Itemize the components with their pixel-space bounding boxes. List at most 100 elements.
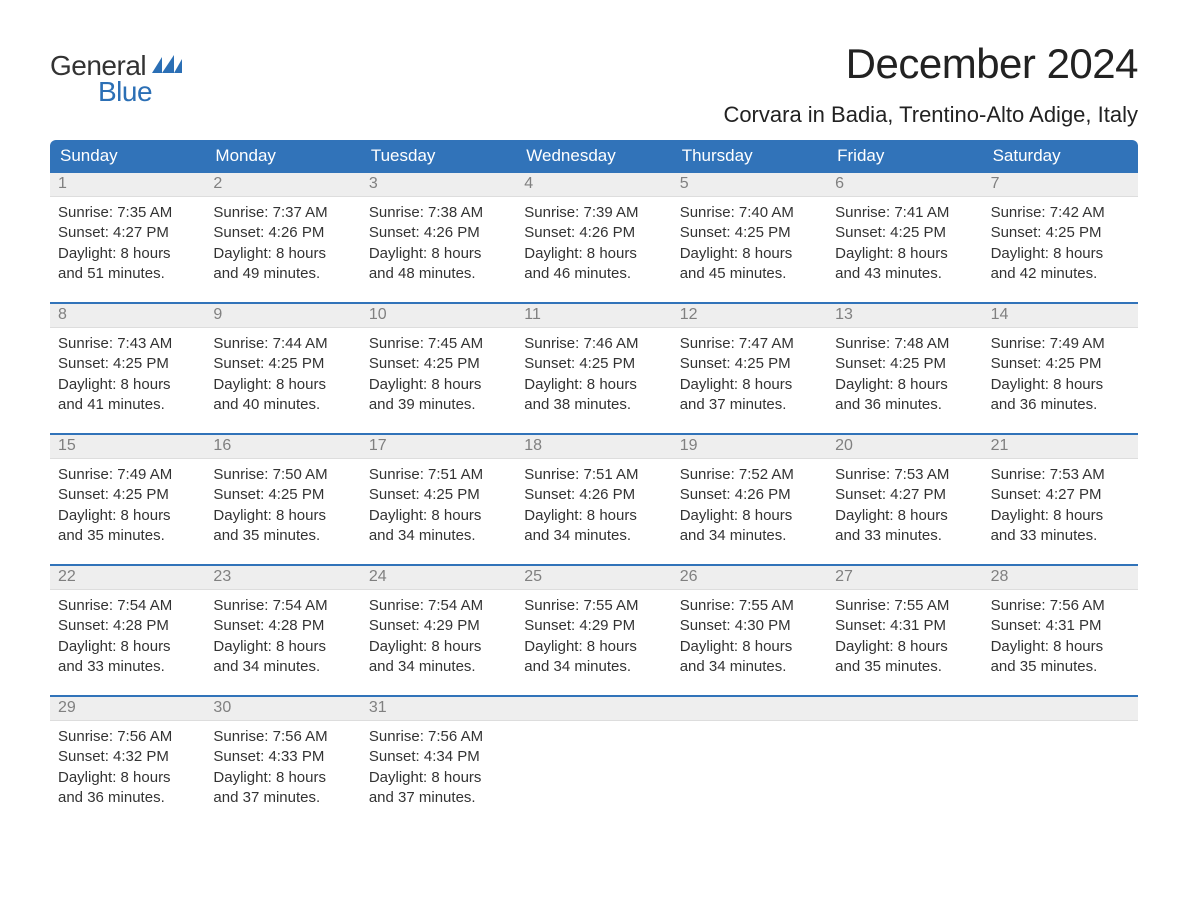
day-cell: 2Sunrise: 7:37 AMSunset: 4:26 PMDaylight… — [205, 173, 360, 288]
daylight-text: Daylight: 8 hours and 37 minutes. — [680, 375, 819, 416]
day-cell: 7Sunrise: 7:42 AMSunset: 4:25 PMDaylight… — [983, 173, 1138, 288]
sunset-text: Sunset: 4:25 PM — [213, 354, 352, 374]
sunrise-text: Sunrise: 7:54 AM — [369, 596, 508, 616]
title-block: December 2024 Corvara in Badia, Trentino… — [723, 40, 1138, 128]
sunrise-text: Sunrise: 7:56 AM — [991, 596, 1130, 616]
day-cell: 29Sunrise: 7:56 AMSunset: 4:32 PMDayligh… — [50, 697, 205, 812]
day-cell — [672, 697, 827, 812]
day-body — [672, 721, 827, 731]
sunset-text: Sunset: 4:25 PM — [680, 354, 819, 374]
day-number: 18 — [516, 435, 671, 459]
day-body: Sunrise: 7:54 AMSunset: 4:28 PMDaylight:… — [50, 590, 205, 681]
day-body: Sunrise: 7:56 AMSunset: 4:34 PMDaylight:… — [361, 721, 516, 812]
sunrise-text: Sunrise: 7:55 AM — [835, 596, 974, 616]
week-row: 15Sunrise: 7:49 AMSunset: 4:25 PMDayligh… — [50, 433, 1138, 550]
day-cell — [827, 697, 982, 812]
daylight-text: Daylight: 8 hours and 37 minutes. — [213, 768, 352, 809]
day-body: Sunrise: 7:56 AMSunset: 4:33 PMDaylight:… — [205, 721, 360, 812]
day-body: Sunrise: 7:53 AMSunset: 4:27 PMDaylight:… — [983, 459, 1138, 550]
daylight-text: Daylight: 8 hours and 38 minutes. — [524, 375, 663, 416]
day-number: 16 — [205, 435, 360, 459]
day-number: 15 — [50, 435, 205, 459]
day-number: 21 — [983, 435, 1138, 459]
day-body: Sunrise: 7:49 AMSunset: 4:25 PMDaylight:… — [50, 459, 205, 550]
sunset-text: Sunset: 4:27 PM — [58, 223, 197, 243]
day-number: 29 — [50, 697, 205, 721]
sunset-text: Sunset: 4:27 PM — [835, 485, 974, 505]
day-number: 20 — [827, 435, 982, 459]
day-cell: 14Sunrise: 7:49 AMSunset: 4:25 PMDayligh… — [983, 304, 1138, 419]
day-cell: 9Sunrise: 7:44 AMSunset: 4:25 PMDaylight… — [205, 304, 360, 419]
day-number: 13 — [827, 304, 982, 328]
day-body — [827, 721, 982, 731]
daylight-text: Daylight: 8 hours and 36 minutes. — [58, 768, 197, 809]
weeks-container: 1Sunrise: 7:35 AMSunset: 4:27 PMDaylight… — [50, 173, 1138, 812]
daylight-text: Daylight: 8 hours and 35 minutes. — [991, 637, 1130, 678]
sunset-text: Sunset: 4:31 PM — [991, 616, 1130, 636]
day-number: 11 — [516, 304, 671, 328]
daylight-text: Daylight: 8 hours and 48 minutes. — [369, 244, 508, 285]
day-number: 23 — [205, 566, 360, 590]
week-row: 8Sunrise: 7:43 AMSunset: 4:25 PMDaylight… — [50, 302, 1138, 419]
day-cell: 4Sunrise: 7:39 AMSunset: 4:26 PMDaylight… — [516, 173, 671, 288]
day-cell: 21Sunrise: 7:53 AMSunset: 4:27 PMDayligh… — [983, 435, 1138, 550]
day-body: Sunrise: 7:44 AMSunset: 4:25 PMDaylight:… — [205, 328, 360, 419]
day-body: Sunrise: 7:54 AMSunset: 4:29 PMDaylight:… — [361, 590, 516, 681]
location-subtitle: Corvara in Badia, Trentino-Alto Adige, I… — [723, 102, 1138, 128]
day-body: Sunrise: 7:56 AMSunset: 4:31 PMDaylight:… — [983, 590, 1138, 681]
day-cell: 17Sunrise: 7:51 AMSunset: 4:25 PMDayligh… — [361, 435, 516, 550]
day-number: 30 — [205, 697, 360, 721]
day-body: Sunrise: 7:52 AMSunset: 4:26 PMDaylight:… — [672, 459, 827, 550]
day-cell — [516, 697, 671, 812]
day-cell: 5Sunrise: 7:40 AMSunset: 4:25 PMDaylight… — [672, 173, 827, 288]
day-number: 27 — [827, 566, 982, 590]
daylight-text: Daylight: 8 hours and 42 minutes. — [991, 244, 1130, 285]
sunrise-text: Sunrise: 7:44 AM — [213, 334, 352, 354]
day-number: 7 — [983, 173, 1138, 197]
day-body — [983, 721, 1138, 731]
weekday-header: Saturday — [983, 140, 1138, 173]
day-body: Sunrise: 7:55 AMSunset: 4:31 PMDaylight:… — [827, 590, 982, 681]
sunrise-text: Sunrise: 7:41 AM — [835, 203, 974, 223]
weekday-header-row: SundayMondayTuesdayWednesdayThursdayFrid… — [50, 140, 1138, 173]
daylight-text: Daylight: 8 hours and 33 minutes. — [835, 506, 974, 547]
day-cell: 22Sunrise: 7:54 AMSunset: 4:28 PMDayligh… — [50, 566, 205, 681]
sunset-text: Sunset: 4:33 PM — [213, 747, 352, 767]
sunset-text: Sunset: 4:28 PM — [213, 616, 352, 636]
daylight-text: Daylight: 8 hours and 34 minutes. — [524, 506, 663, 547]
sunrise-text: Sunrise: 7:49 AM — [991, 334, 1130, 354]
logo-text-blue: Blue — [98, 76, 152, 108]
day-body: Sunrise: 7:50 AMSunset: 4:25 PMDaylight:… — [205, 459, 360, 550]
day-body: Sunrise: 7:37 AMSunset: 4:26 PMDaylight:… — [205, 197, 360, 288]
day-cell: 3Sunrise: 7:38 AMSunset: 4:26 PMDaylight… — [361, 173, 516, 288]
day-number: 28 — [983, 566, 1138, 590]
day-body: Sunrise: 7:47 AMSunset: 4:25 PMDaylight:… — [672, 328, 827, 419]
day-cell: 25Sunrise: 7:55 AMSunset: 4:29 PMDayligh… — [516, 566, 671, 681]
daylight-text: Daylight: 8 hours and 34 minutes. — [680, 637, 819, 678]
daylight-text: Daylight: 8 hours and 49 minutes. — [213, 244, 352, 285]
day-number — [983, 697, 1138, 721]
weekday-header: Friday — [827, 140, 982, 173]
sunset-text: Sunset: 4:30 PM — [680, 616, 819, 636]
day-cell: 13Sunrise: 7:48 AMSunset: 4:25 PMDayligh… — [827, 304, 982, 419]
daylight-text: Daylight: 8 hours and 37 minutes. — [369, 768, 508, 809]
sunrise-text: Sunrise: 7:56 AM — [213, 727, 352, 747]
sunrise-text: Sunrise: 7:54 AM — [58, 596, 197, 616]
weekday-header: Wednesday — [516, 140, 671, 173]
day-body: Sunrise: 7:45 AMSunset: 4:25 PMDaylight:… — [361, 328, 516, 419]
daylight-text: Daylight: 8 hours and 33 minutes. — [58, 637, 197, 678]
day-body: Sunrise: 7:42 AMSunset: 4:25 PMDaylight:… — [983, 197, 1138, 288]
sunrise-text: Sunrise: 7:53 AM — [835, 465, 974, 485]
daylight-text: Daylight: 8 hours and 34 minutes. — [369, 637, 508, 678]
day-cell: 8Sunrise: 7:43 AMSunset: 4:25 PMDaylight… — [50, 304, 205, 419]
sunrise-text: Sunrise: 7:38 AM — [369, 203, 508, 223]
day-body: Sunrise: 7:49 AMSunset: 4:25 PMDaylight:… — [983, 328, 1138, 419]
sunrise-text: Sunrise: 7:40 AM — [680, 203, 819, 223]
sunrise-text: Sunrise: 7:56 AM — [369, 727, 508, 747]
day-body: Sunrise: 7:39 AMSunset: 4:26 PMDaylight:… — [516, 197, 671, 288]
daylight-text: Daylight: 8 hours and 36 minutes. — [991, 375, 1130, 416]
day-body: Sunrise: 7:35 AMSunset: 4:27 PMDaylight:… — [50, 197, 205, 288]
sunset-text: Sunset: 4:31 PM — [835, 616, 974, 636]
day-number: 2 — [205, 173, 360, 197]
day-body: Sunrise: 7:53 AMSunset: 4:27 PMDaylight:… — [827, 459, 982, 550]
